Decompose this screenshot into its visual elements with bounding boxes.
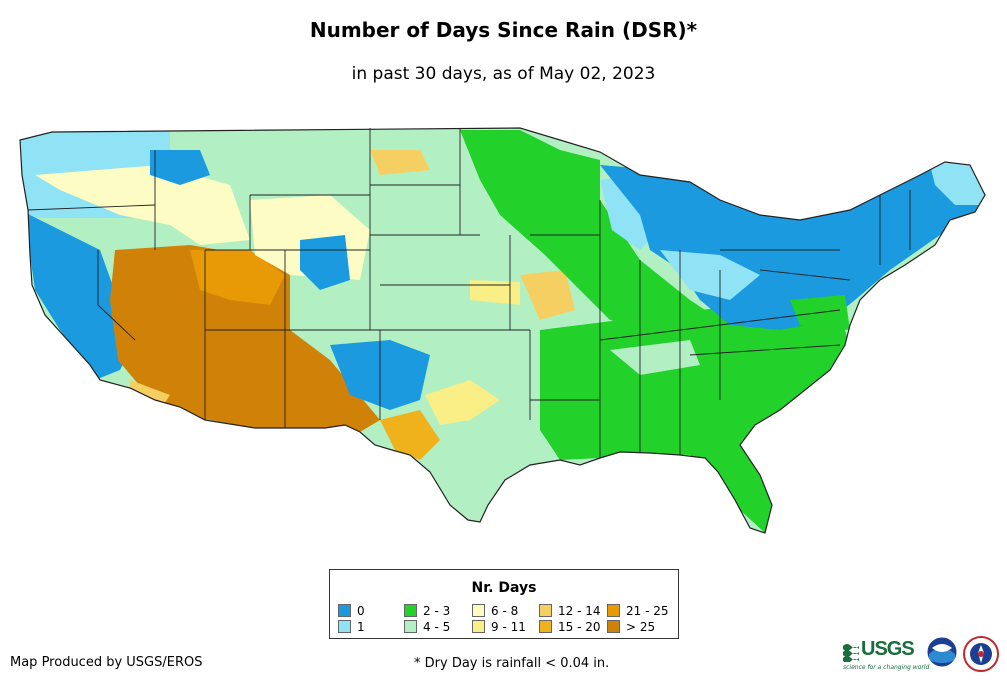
legend-label: 6 - 8 [491,604,519,618]
legend-label: 1 [357,620,365,634]
legend-item: 2 - 3 [404,604,450,618]
legend-item: 21 - 25 [607,604,669,618]
region-1-day-ohio-valley [660,250,760,300]
legend-label: 15 - 20 [558,620,601,634]
region-0-days-colorado [300,235,350,290]
region-more-than-25-days-southwest [110,245,380,432]
noaa-emblem-icon [926,636,958,668]
legend-label: 21 - 25 [626,604,669,618]
legend-label: 9 - 11 [491,620,526,634]
legend-label: 0 [357,604,365,618]
legend-label: > 25 [626,620,656,634]
map-subtitle: in past 30 days, as of May 02, 2023 [351,64,656,84]
legend-item: 0 [338,604,365,618]
legend-swatch [404,604,417,617]
usgs-wave-icon [843,644,859,662]
legend-title: Nr. Days [471,580,537,596]
usgs-logo[interactable]: USGS science for a changing world [843,636,929,672]
region-6-8-days-northwest [35,165,250,245]
nws-logo[interactable] [963,636,999,672]
legend-item: 1 [338,620,365,634]
legend-item: 4 - 5 [404,620,450,634]
region-12-14-days-missouri [520,270,575,320]
legend-swatch [472,604,485,617]
region-12-14-days-north-dakota [370,150,430,175]
legend: Nr. Days 0 1 2 - 3 4 - 5 6 - 8 9 - 11 12… [329,569,679,639]
border-or-ca [27,204,156,211]
usgs-wordmark: USGS [861,638,915,660]
legend-item: 12 - 14 [539,604,601,618]
legend-label: 2 - 3 [423,604,451,618]
legend-swatch [404,620,417,633]
border-nc-sc [689,344,841,356]
usgs-tagline: science for a changing world [843,664,930,671]
nws-emblem-icon [963,636,999,672]
region-4-5-days-tennessee [610,340,700,375]
legend-swatch [607,604,620,617]
state-borders [19,127,986,534]
region-9-11-days-texas [425,380,500,425]
region-2-3-days-midwest [460,130,720,330]
legend-item: 9 - 11 [472,620,526,634]
legend-swatch [472,620,485,633]
legend-item: > 25 [607,620,655,634]
legend-swatch [338,604,351,617]
legend-item: 6 - 8 [472,604,518,618]
noaa-logo[interactable] [926,636,958,668]
map-title: Number of Days Since Rain (DSR)* [309,18,698,42]
region-1-day-maine [930,160,985,205]
border-ca-nv [97,250,136,341]
producer-credit: Map Produced by USGS/EROS [10,655,203,670]
legend-label: 12 - 14 [558,604,601,618]
us-outline [19,127,986,534]
border-pa-south [759,269,851,281]
legend-item: 15 - 20 [539,620,601,634]
legend-swatch [539,604,552,617]
region-2-3-days-southeast [540,300,850,533]
region-0-days-idaho [150,150,210,185]
dry-day-footnote: * Dry Day is rainfall < 0.04 in. [414,656,610,671]
legend-label: 4 - 5 [423,620,451,634]
region-9-11-days-kansas [470,280,520,305]
region-15-20-days-texas [380,410,440,460]
legend-swatch [607,620,620,633]
legend-swatch [338,620,351,633]
legend-swatch [539,620,552,633]
region-21-25-days-utah [190,250,285,305]
region-0-days-california [20,210,135,380]
